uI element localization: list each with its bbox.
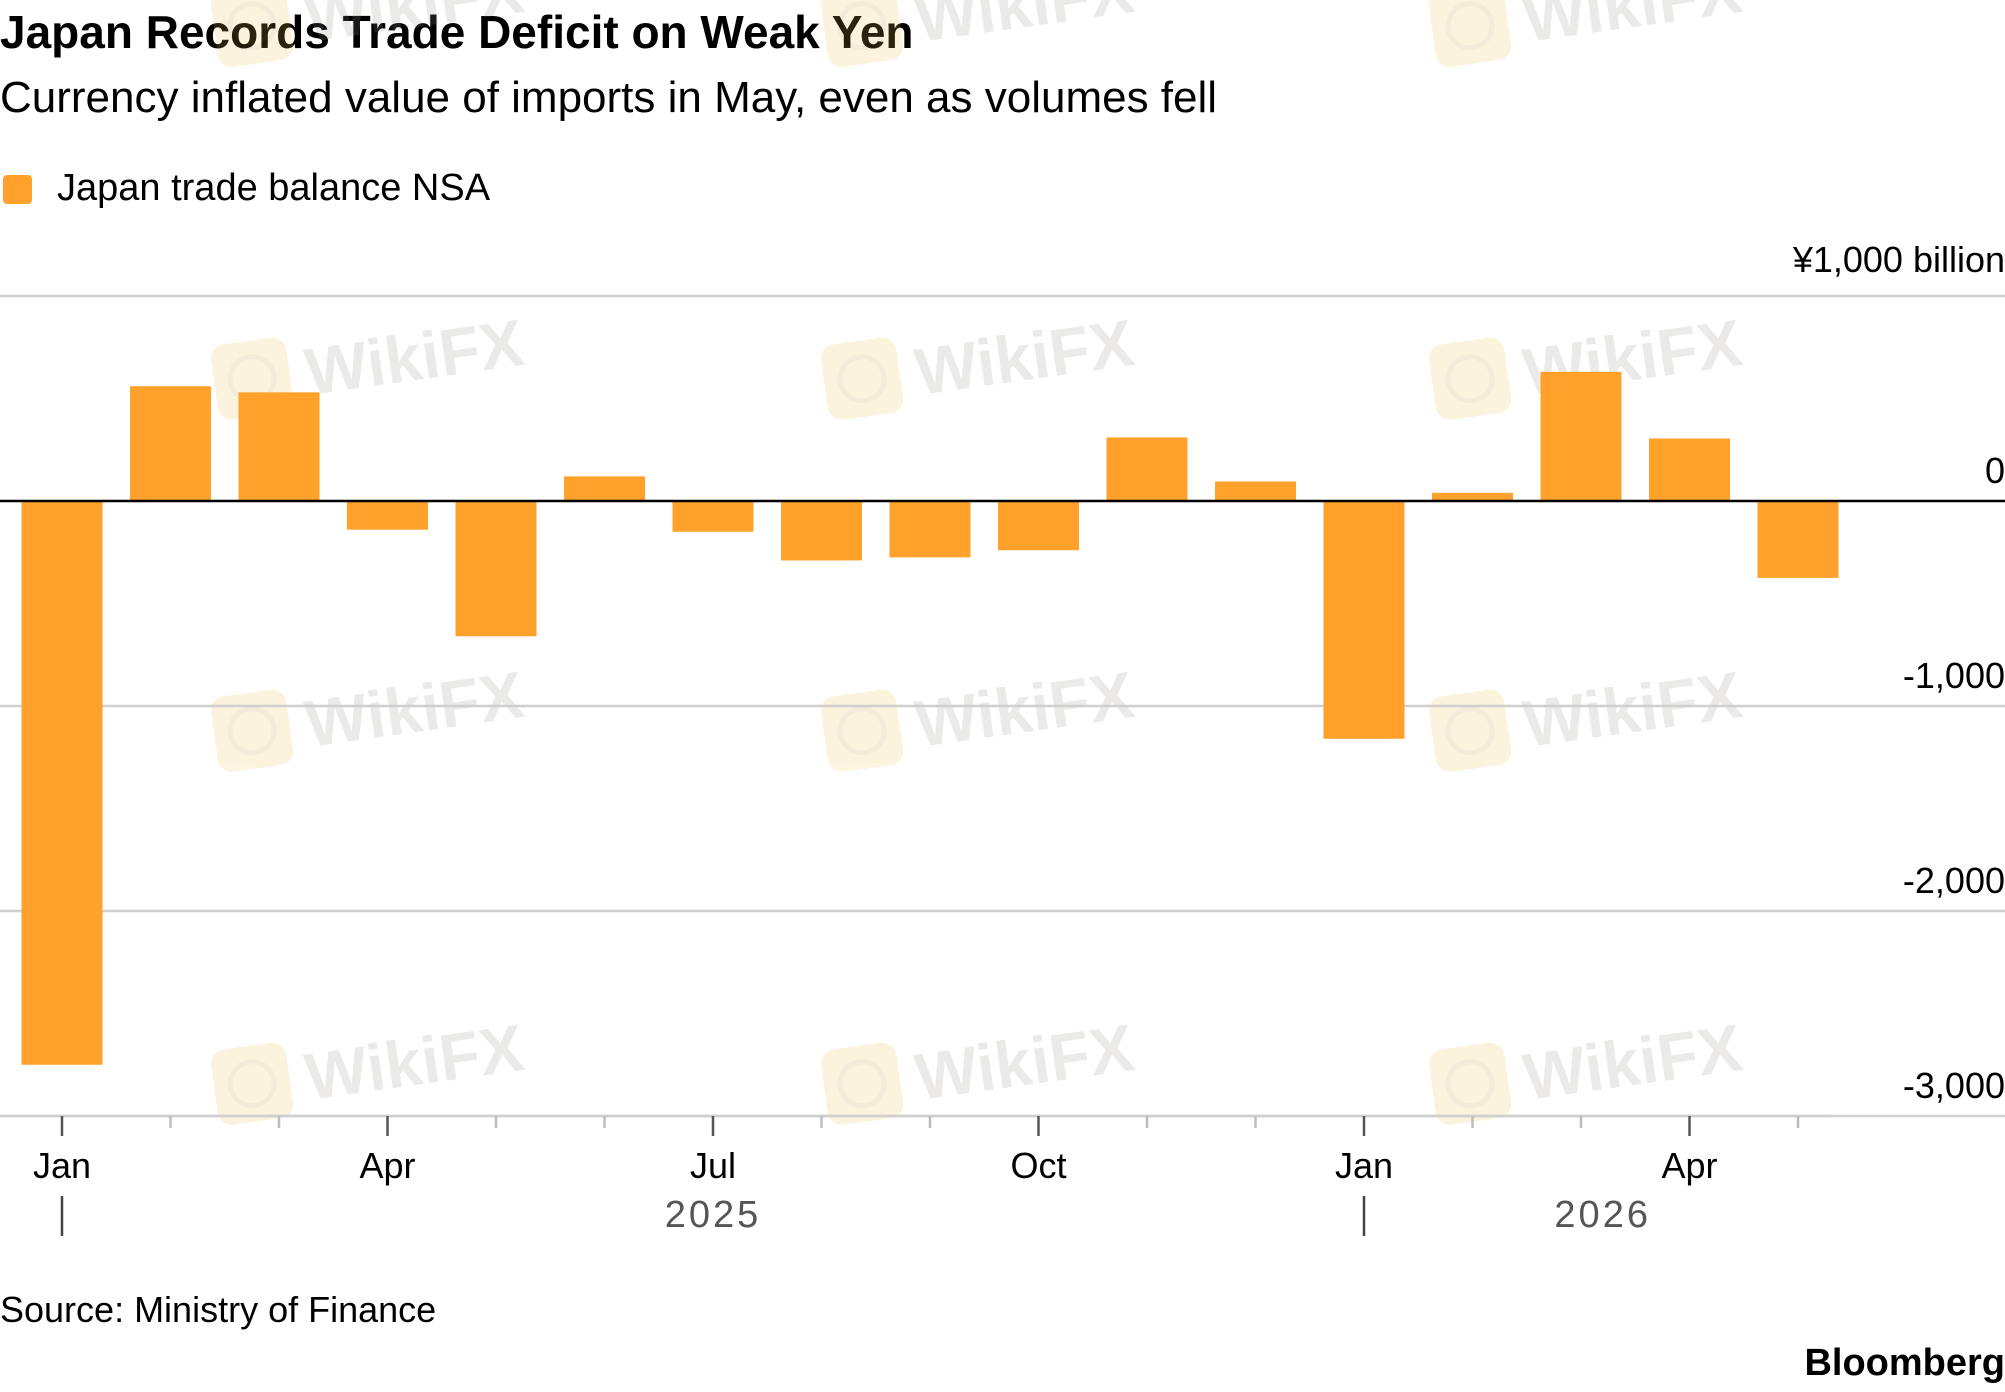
wikifx-watermark-text: WikiFX: [911, 0, 1139, 56]
y-tick-label-4: -3,000: [1903, 1065, 2005, 1106]
x-tick-label-4: Jan: [1335, 1145, 1393, 1186]
wikifx-logo-mark: [227, 706, 277, 756]
brand-logo: Bloomberg: [1804, 1342, 2005, 1384]
bar-2025-12: [1215, 481, 1296, 501]
wikifx-logo-mark: [227, 1059, 277, 1109]
wikifx-logo-icon: [210, 1042, 294, 1125]
legend: Japan trade balance NSA: [3, 167, 491, 209]
bar-2025-04: [347, 501, 428, 530]
y-tick-label-2: -1,000: [1903, 655, 2005, 696]
chart-subtitle: Currency inflated value of imports in Ma…: [0, 73, 1217, 122]
bar-2026-04: [1649, 438, 1730, 501]
x-tick-label-0: Jan: [33, 1145, 91, 1186]
wikifx-logo-icon: [210, 689, 294, 772]
bar-series: [21, 371, 1839, 1065]
wikifx-watermark-text: WikiFX: [911, 1010, 1139, 1114]
wikifx-watermark: WikiFX: [1428, 1010, 1747, 1125]
wikifx-logo-icon: [1428, 689, 1512, 772]
wikifx-watermark: WikiFX: [820, 305, 1139, 420]
bar-2025-11: [1106, 437, 1188, 501]
wikifx-logo-icon: [210, 0, 294, 67]
wikifx-watermark: WikiFX: [820, 657, 1139, 772]
wikifx-watermark: WikiFX: [1428, 0, 1747, 67]
wikifx-logo-icon: [820, 689, 904, 772]
wikifx-logo-mark: [837, 1, 887, 51]
bar-2025-10: [998, 501, 1079, 551]
wikifx-watermark: WikiFX: [1428, 657, 1747, 772]
wikifx-logo-mark: [837, 354, 887, 404]
wikifx-logo-mark: [1445, 354, 1495, 404]
wikifx-watermark-text: WikiFX: [911, 305, 1139, 409]
legend-swatch: [3, 175, 32, 204]
wikifx-logo-mark: [227, 1, 277, 51]
wikifx-watermark-text: WikiFX: [301, 1010, 529, 1114]
x-axis: Jan Apr Jul Oct Jan Apr 2025 2026: [0, 1114, 1830, 1236]
wikifx-logo-icon: [820, 0, 904, 67]
wikifx-watermark-text: WikiFX: [911, 657, 1139, 761]
bar-2025-05: [455, 501, 537, 637]
wikifx-watermark: WikiFX: [820, 1010, 1139, 1125]
year-label-2025: 2025: [665, 1194, 762, 1236]
y-tick-label-1: 0: [1985, 450, 2005, 491]
source-note: Source: Ministry of Finance: [0, 1289, 436, 1330]
bar-2025-07: [672, 501, 754, 532]
wikifx-watermark-text: WikiFX: [1519, 657, 1747, 761]
wikifx-watermark: WikiFX: [820, 0, 1139, 67]
x-tick-label-5: Apr: [1661, 1145, 1717, 1186]
bar-2025-03: [238, 392, 320, 501]
wikifx-watermark-text: WikiFX: [1519, 0, 1747, 56]
x-tick-label-2: Jul: [690, 1145, 736, 1186]
bar-2025-06: [564, 476, 645, 501]
wikifx-watermark: WikiFX: [210, 1010, 529, 1125]
bar-2026-02: [1432, 492, 1513, 501]
unit-label: ¥1,000 billion: [1792, 239, 2005, 280]
wikifx-logo-icon: [1428, 0, 1512, 67]
wikifx-logo-mark: [1445, 1059, 1495, 1109]
chart-title: Japan Records Trade Deficit on Weak Yen: [0, 6, 914, 58]
wikifx-logo-icon: [820, 1042, 904, 1125]
wikifx-logo-icon: [820, 337, 904, 420]
wikifx-watermark-text: WikiFX: [301, 657, 529, 761]
wikifx-watermark-text: WikiFX: [1519, 1010, 1747, 1114]
wikifx-logo-mark: [1445, 1, 1495, 51]
wikifx-logo-mark: [837, 706, 887, 756]
bar-2026-01: [1323, 501, 1405, 739]
bar-2026-05: [1757, 501, 1839, 578]
bar-2026-03: [1540, 371, 1622, 501]
year-label-2026: 2026: [1554, 1194, 1651, 1236]
y-axis-labels: 0 -1,000 -2,000 -3,000: [1903, 450, 2005, 1106]
wikifx-watermark-text: WikiFX: [301, 305, 529, 409]
wikifx-logo-icon: [1428, 1042, 1512, 1125]
wikifx-logo-mark: [1445, 706, 1495, 756]
wikifx-logo-mark: [837, 1059, 887, 1109]
x-tick-label-3: Oct: [1010, 1145, 1066, 1186]
bar-2025-02: [130, 386, 211, 501]
y-tick-label-3: -2,000: [1903, 860, 2005, 901]
legend-label: Japan trade balance NSA: [57, 167, 491, 209]
wikifx-watermark: WikiFX: [210, 657, 529, 772]
bar-2025-01: [21, 501, 103, 1065]
x-tick-label-1: Apr: [359, 1145, 415, 1186]
bar-2025-08: [781, 501, 862, 561]
bar-2025-09: [889, 501, 971, 558]
wikifx-logo-icon: [1428, 337, 1512, 420]
